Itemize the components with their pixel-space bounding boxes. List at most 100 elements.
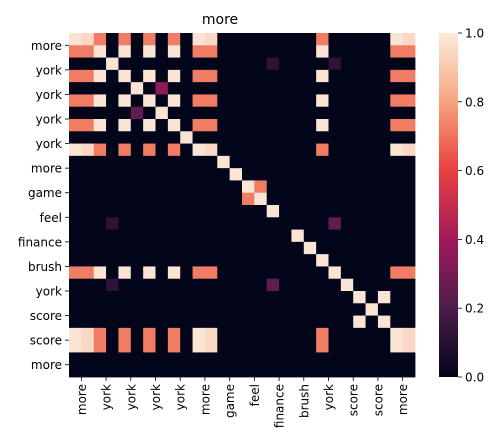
heatmap-cell — [81, 352, 95, 366]
heatmap-cell — [303, 143, 317, 157]
heatmap-cell — [316, 217, 329, 230]
x-tick-label: score — [347, 384, 361, 416]
heatmap-cell — [365, 315, 379, 329]
heatmap-cell — [192, 327, 206, 341]
x-tick-label: score — [371, 384, 385, 416]
heatmap-cell — [365, 106, 379, 120]
heatmap-cell — [229, 254, 243, 267]
heatmap-cell — [167, 119, 181, 132]
heatmap-cell — [143, 106, 156, 120]
heatmap-cell — [353, 364, 366, 378]
heatmap-cell — [229, 180, 243, 194]
heatmap-cell — [130, 57, 144, 71]
heatmap-cell — [180, 291, 193, 304]
heatmap-cell — [81, 119, 95, 132]
heatmap-cell — [279, 352, 292, 366]
heatmap-cell — [217, 106, 231, 120]
heatmap-cell — [229, 94, 243, 108]
heatmap-cell — [279, 69, 292, 83]
heatmap-cell — [254, 266, 268, 280]
heatmap-cell — [390, 303, 404, 316]
heatmap-cell — [340, 266, 354, 280]
heatmap-cell — [204, 254, 218, 267]
heatmap-cell — [106, 241, 119, 255]
heatmap-cell — [353, 192, 366, 206]
heatmap-cell — [118, 364, 132, 378]
heatmap-cell — [192, 69, 206, 83]
heatmap-cell — [155, 143, 169, 157]
heatmap-cell — [81, 94, 95, 108]
heatmap-cell — [402, 33, 416, 46]
heatmap-cell — [106, 168, 119, 181]
heatmap-cell — [279, 131, 292, 144]
heatmap-cell — [204, 303, 218, 316]
heatmap-cell — [217, 205, 231, 218]
heatmap-cell — [254, 33, 268, 46]
heatmap-cell — [106, 217, 119, 230]
heatmap-cell — [180, 217, 193, 230]
heatmap-cell — [390, 155, 404, 169]
heatmap-cell — [130, 106, 144, 120]
heatmap-cell — [377, 266, 391, 280]
y-tick-label: york — [36, 88, 62, 102]
y-tick-label: game — [28, 186, 62, 200]
heatmap-cell — [242, 364, 255, 378]
heatmap-cell — [291, 340, 305, 353]
heatmap-cell — [69, 291, 82, 304]
heatmap-cell — [69, 82, 82, 95]
heatmap-cell — [69, 340, 82, 353]
heatmap-cell — [130, 364, 144, 378]
heatmap-cell — [69, 180, 82, 194]
heatmap-cell — [69, 364, 82, 378]
heatmap-cell — [143, 94, 156, 108]
heatmap-cell — [316, 45, 329, 58]
heatmap-cell — [229, 352, 243, 366]
heatmap-cell — [254, 192, 268, 206]
heatmap-cell — [377, 229, 391, 243]
heatmap-cell — [266, 229, 280, 243]
heatmap-cell — [93, 229, 107, 243]
heatmap-cell — [279, 315, 292, 329]
heatmap-cell — [316, 266, 329, 280]
heatmap-cell — [291, 33, 305, 46]
heatmap-cell — [377, 340, 391, 353]
heatmap-cell — [155, 217, 169, 230]
heatmap-cell — [291, 229, 305, 243]
heatmap-cell — [340, 45, 354, 58]
heatmap-cell — [155, 352, 169, 366]
heatmap-cell — [279, 33, 292, 46]
y-tick-label: more — [31, 162, 62, 176]
heatmap-cell — [328, 57, 342, 71]
heatmap-cell — [353, 45, 366, 58]
heatmap-cell — [69, 241, 82, 255]
heatmap-cell — [155, 327, 169, 341]
heatmap-cell — [242, 180, 255, 194]
heatmap-cell — [106, 180, 119, 194]
heatmap-cell — [402, 143, 416, 157]
heatmap-cell — [242, 278, 255, 292]
heatmap-cell — [229, 155, 243, 169]
heatmap-cell — [192, 57, 206, 71]
heatmap-cell — [155, 119, 169, 132]
heatmap-cell — [340, 82, 354, 95]
heatmap-cell — [254, 278, 268, 292]
heatmap-cell — [377, 106, 391, 120]
heatmap-cell — [402, 315, 416, 329]
heatmap-cell — [328, 33, 342, 46]
heatmap-cell — [180, 94, 193, 108]
heatmap-cell — [303, 327, 317, 341]
heatmap-cell — [180, 33, 193, 46]
heatmap-cell — [266, 241, 280, 255]
heatmap-cell — [340, 327, 354, 341]
heatmap-cell — [192, 278, 206, 292]
heatmap-cell — [167, 192, 181, 206]
heatmap-cell — [106, 155, 119, 169]
heatmap-cell — [204, 106, 218, 120]
heatmap-cell — [118, 155, 132, 169]
heatmap-cell — [143, 254, 156, 267]
heatmap-cell — [316, 327, 329, 341]
heatmap-cell — [365, 69, 379, 83]
heatmap-cell — [353, 57, 366, 71]
heatmap-cell — [81, 303, 95, 316]
heatmap-cell — [390, 229, 404, 243]
